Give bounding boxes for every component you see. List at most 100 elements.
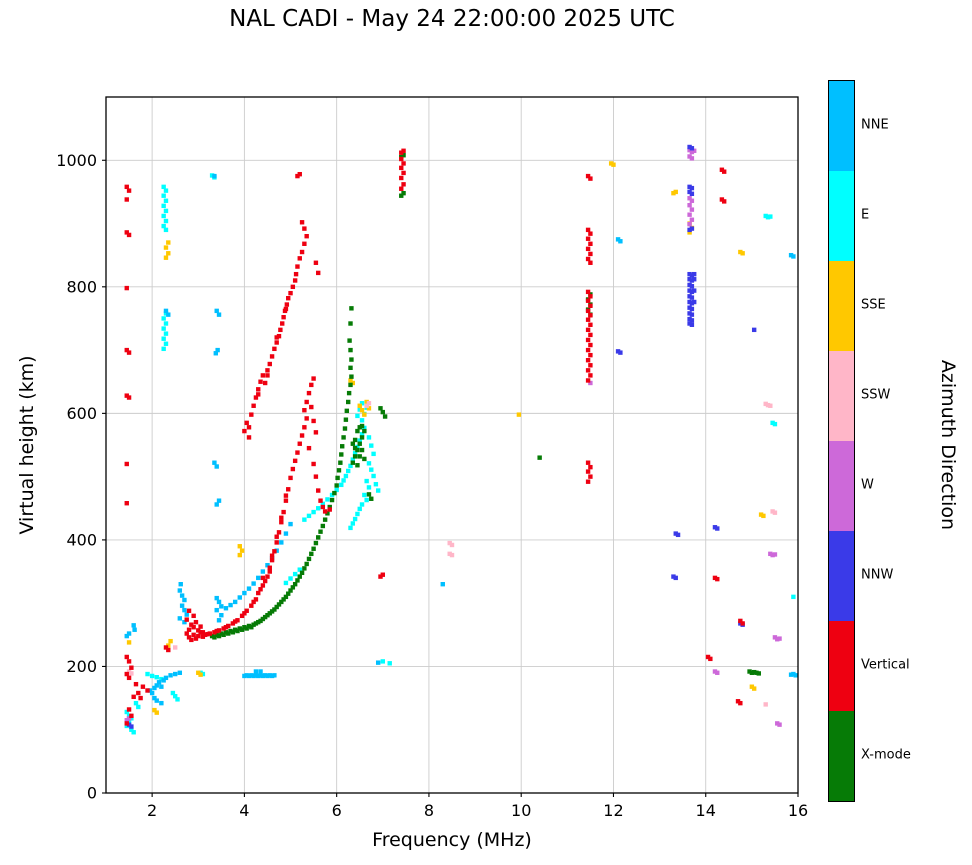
data-point-e bbox=[209, 173, 215, 178]
data-point-vertical bbox=[380, 572, 385, 577]
data-point-vertical bbox=[198, 624, 203, 629]
data-point-vertical bbox=[124, 184, 129, 190]
data-point-vertical bbox=[124, 285, 129, 291]
data-point-x-mode bbox=[228, 628, 233, 634]
colorbar bbox=[828, 80, 855, 802]
data-point-vertical bbox=[286, 487, 291, 492]
data-point-ssw bbox=[772, 510, 778, 515]
data-point-vertical bbox=[126, 350, 132, 355]
data-point-vertical bbox=[242, 428, 247, 434]
data-point-nnw bbox=[687, 311, 692, 316]
data-point-vertical bbox=[585, 378, 591, 383]
data-point-vertical bbox=[126, 659, 132, 664]
data-point-vertical bbox=[246, 425, 252, 430]
data-point-vertical bbox=[267, 565, 272, 570]
data-point-vertical bbox=[276, 333, 282, 339]
data-point-nne bbox=[214, 308, 219, 314]
data-point-vertical bbox=[588, 363, 593, 368]
data-point-e bbox=[339, 482, 344, 488]
data-point-vertical bbox=[318, 498, 323, 503]
data-point-x-mode bbox=[357, 454, 362, 459]
data-point-vertical bbox=[274, 540, 279, 545]
data-point-x-mode bbox=[232, 627, 238, 632]
data-point-nne bbox=[149, 690, 155, 696]
data-point-x-mode bbox=[355, 463, 360, 468]
data-point-nne bbox=[156, 680, 162, 685]
data-point-vertical bbox=[221, 626, 226, 631]
data-point-vertical bbox=[311, 376, 316, 381]
data-point-x-mode bbox=[327, 504, 332, 510]
data-point-e bbox=[161, 346, 166, 352]
data-point-x-mode bbox=[313, 540, 319, 546]
data-point-sse bbox=[611, 162, 616, 167]
data-point-vertical bbox=[588, 313, 593, 318]
data-point-vertical bbox=[200, 630, 206, 635]
data-point-vertical bbox=[588, 373, 593, 378]
data-point-vertical bbox=[124, 654, 129, 660]
data-point-x-mode bbox=[209, 633, 215, 639]
data-point-vertical bbox=[276, 530, 282, 535]
data-point-vertical bbox=[304, 234, 309, 239]
x-tick-label: 4 bbox=[239, 801, 249, 820]
data-point-vertical bbox=[585, 308, 591, 314]
data-point-x-mode bbox=[341, 435, 346, 440]
data-point-sse bbox=[687, 230, 692, 235]
data-point-nnw bbox=[687, 321, 692, 326]
data-point-e bbox=[341, 478, 346, 483]
data-point-x-mode bbox=[344, 408, 350, 414]
data-point-vertical bbox=[401, 161, 406, 166]
data-point-vertical bbox=[124, 347, 129, 353]
data-point-vertical bbox=[283, 493, 289, 498]
data-point-sse bbox=[166, 240, 171, 245]
data-point-nne bbox=[249, 673, 254, 678]
data-point-vertical bbox=[293, 271, 299, 277]
data-point-sse bbox=[357, 403, 362, 408]
data-point-e bbox=[362, 425, 367, 431]
data-point-vertical bbox=[299, 220, 305, 225]
data-point-w bbox=[712, 669, 718, 674]
data-point-x-mode bbox=[265, 613, 270, 618]
data-point-vertical bbox=[295, 264, 300, 269]
data-point-x-mode bbox=[329, 497, 335, 503]
data-point-nne bbox=[154, 683, 159, 688]
data-point-x-mode bbox=[290, 585, 296, 590]
data-point-vertical bbox=[265, 373, 270, 378]
data-point-nne bbox=[179, 593, 185, 598]
data-point-ssw bbox=[366, 401, 372, 406]
data-point-vertical bbox=[235, 618, 240, 623]
data-point-e bbox=[129, 716, 134, 721]
data-point-nnw bbox=[692, 299, 697, 305]
data-point-ssw bbox=[449, 542, 455, 548]
data-point-e bbox=[765, 215, 771, 220]
data-point-vertical bbox=[126, 188, 132, 193]
data-point-sse bbox=[237, 544, 242, 549]
data-point-e bbox=[170, 690, 176, 696]
data-point-nnw bbox=[689, 191, 695, 197]
data-point-sse bbox=[239, 548, 245, 553]
data-point-x-mode bbox=[357, 441, 362, 446]
data-point-vertical bbox=[585, 347, 591, 353]
data-point-nnw bbox=[687, 316, 692, 322]
data-point-e bbox=[163, 227, 169, 233]
data-point-nne bbox=[288, 521, 293, 527]
data-point-vertical bbox=[131, 694, 136, 700]
data-point-vertical bbox=[124, 501, 129, 506]
y-tick-label: 0 bbox=[87, 784, 97, 803]
data-point-vertical bbox=[269, 557, 275, 563]
data-point-x-mode bbox=[349, 357, 354, 362]
data-point-nnw bbox=[687, 189, 692, 195]
data-point-x-mode bbox=[747, 669, 752, 674]
data-point-w bbox=[687, 154, 692, 159]
data-point-e bbox=[126, 713, 132, 719]
data-point-x-mode bbox=[340, 444, 345, 449]
data-point-e bbox=[161, 184, 166, 190]
data-point-vertical bbox=[588, 322, 593, 327]
data-point-x-mode bbox=[751, 669, 757, 675]
data-point-nnw bbox=[689, 322, 695, 327]
data-point-x-mode bbox=[339, 452, 344, 457]
data-point-sse bbox=[126, 640, 132, 645]
data-point-nnw bbox=[689, 289, 695, 295]
data-point-nne bbox=[791, 671, 796, 677]
data-point-sse bbox=[166, 643, 171, 648]
